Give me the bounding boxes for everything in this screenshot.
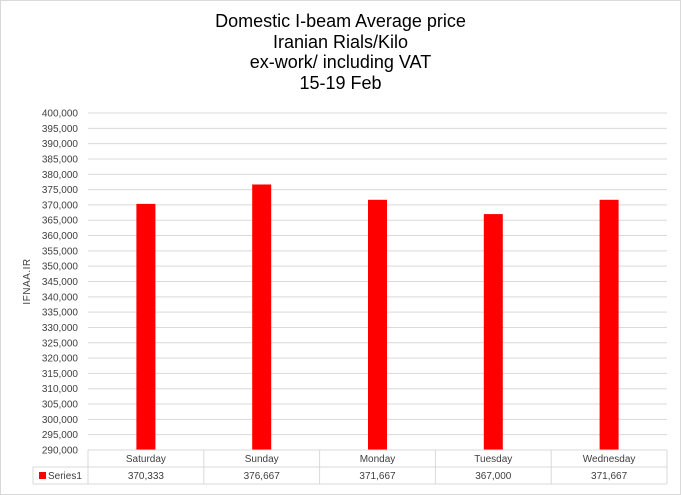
- y-tick-label: 340,000: [42, 292, 79, 303]
- y-tick-label: 315,000: [42, 369, 79, 380]
- data-table-value: 370,333: [128, 471, 165, 482]
- legend-key: [39, 472, 46, 479]
- y-tick-label: 380,000: [42, 170, 79, 181]
- y-tick-label: 375,000: [42, 185, 79, 196]
- chart-title-line-3: ex-work/ including VAT: [249, 52, 432, 72]
- y-tick-label: 385,000: [42, 154, 79, 165]
- y-tick-label: 320,000: [42, 354, 79, 365]
- y-tick-label: 395,000: [42, 124, 79, 135]
- chart-title-line-4: 15-19 Feb: [299, 72, 382, 93]
- y-tick-label: 290,000: [42, 446, 79, 457]
- y-tick-label: 305,000: [42, 400, 79, 411]
- y-tick-label: 310,000: [42, 384, 79, 395]
- y-tick-label: 300,000: [42, 415, 79, 426]
- y-tick-label: 355,000: [42, 246, 79, 257]
- y-tick-label: 390,000: [42, 139, 79, 150]
- data-table-value: 371,667: [359, 471, 396, 482]
- x-category-label: Saturday: [126, 454, 166, 465]
- chart-title-line-1: Domestic I-beam Average price: [215, 11, 466, 31]
- y-axis-label: IFNAA.IR: [22, 258, 33, 304]
- x-category-label: Tuesday: [474, 454, 512, 465]
- y-tick-label: 400,000: [42, 109, 79, 120]
- x-category-label: Monday: [360, 454, 396, 465]
- bar-monday: [368, 199, 387, 450]
- y-tick-label: 335,000: [42, 308, 79, 319]
- bar-tuesday: [483, 214, 503, 450]
- bar-saturday: [136, 203, 156, 450]
- bar-wednesday: [599, 199, 619, 450]
- x-category-label: Wednesday: [583, 454, 636, 465]
- y-tick-label: 350,000: [42, 262, 79, 273]
- data-table-value: 367,000: [475, 471, 512, 482]
- legend-series-name: Series1: [48, 471, 82, 482]
- y-tick-label: 345,000: [42, 277, 79, 288]
- y-tick-label: 370,000: [42, 200, 79, 211]
- chart-title-line-2: Iranian Rials/Kilo: [272, 31, 409, 52]
- y-tick-label: 295,000: [42, 430, 79, 441]
- y-tick-label: 360,000: [42, 231, 79, 242]
- y-tick-label: 330,000: [42, 323, 79, 334]
- data-table-value: 376,667: [244, 471, 281, 482]
- data-table-value: 371,667: [591, 471, 628, 482]
- y-tick-label: 325,000: [42, 338, 79, 349]
- y-tick-label: 365,000: [42, 216, 79, 227]
- x-category-label: Sunday: [245, 454, 279, 465]
- chart-title: Domestic I-beam Average price Iranian Ri…: [1, 11, 680, 93]
- bar-sunday: [252, 184, 272, 450]
